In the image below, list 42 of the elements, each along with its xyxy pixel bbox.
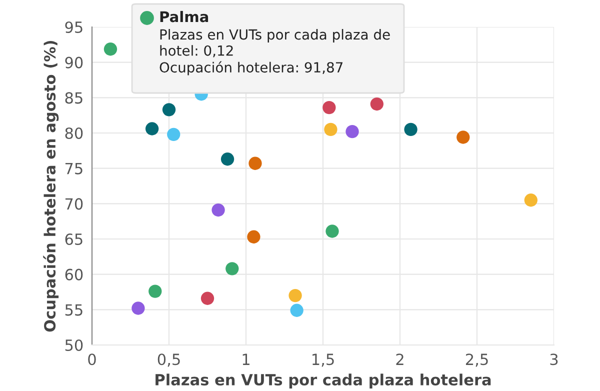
point: [322, 100, 336, 114]
y-tick-label: 90: [65, 56, 83, 68]
point: [346, 125, 359, 138]
x-tick-label: 0,5: [158, 354, 180, 367]
point: [404, 122, 418, 136]
x-tick-label: 2: [396, 354, 404, 365]
y-tick-label: 70: [65, 198, 83, 210]
y-tick-label: 75: [65, 163, 82, 174]
point: [326, 224, 339, 238]
point: [288, 288, 302, 302]
point: [456, 130, 470, 144]
x-tick-label: 3: [550, 354, 558, 366]
x-tick-label: 2,5: [466, 354, 488, 367]
y-tick-label: 65: [65, 233, 82, 246]
point: [145, 122, 159, 136]
y-tick-label: 50: [65, 339, 83, 352]
annotation: Palma Plazas en VUTs por cada plaza de hotel: 0,12 Ocupación hotelera: 91,87: [160, 10, 390, 76]
x-tick-label: 0: [88, 354, 96, 366]
point: [324, 122, 338, 136]
point: [370, 97, 384, 111]
y-tick-label: 80: [65, 127, 83, 140]
point: [162, 103, 176, 116]
point: [200, 292, 214, 305]
point: [226, 262, 239, 276]
point: [290, 304, 304, 317]
point: [248, 156, 262, 170]
point: [247, 230, 260, 244]
point: [148, 284, 162, 298]
point: [132, 302, 145, 315]
point: [104, 42, 118, 56]
y-tick-label: 85: [65, 92, 82, 104]
x-axis-title: Plazas en VUTs por cada plaza hotelera: [156, 374, 491, 388]
point: [524, 194, 538, 207]
point: [167, 128, 180, 141]
point: [212, 203, 225, 217]
y-tick-label: 95: [65, 21, 82, 34]
x-tick-label: 1,5: [312, 354, 334, 367]
y-axis-title: Ocupación hotelera en agosto (%): [43, 40, 59, 332]
x-tick-label: 1: [242, 354, 250, 365]
point: [220, 152, 234, 166]
y-tick-label: 55: [65, 304, 82, 316]
y-tick-label: 60: [65, 268, 83, 280]
